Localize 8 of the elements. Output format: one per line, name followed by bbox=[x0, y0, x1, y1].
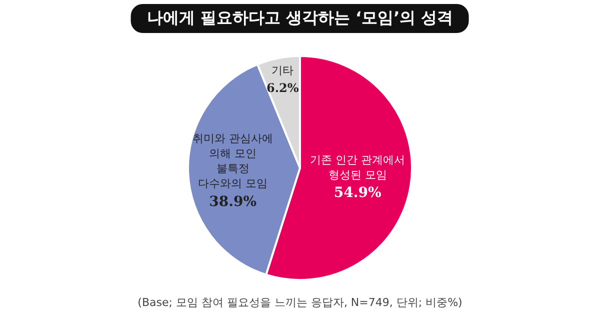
data-label: 38.9% bbox=[209, 194, 257, 210]
text: (Base; 모임 참여 필요성을 느끼는 응답자, N=749, 단위; 비중%) bbox=[136, 295, 464, 310]
data-label: 6.2% bbox=[266, 81, 300, 96]
data-label: 54.9% bbox=[334, 185, 382, 202]
slice-label: 기존 인간 관계에서 형성된 모임 bbox=[310, 153, 406, 182]
slice-label: 기타 bbox=[272, 64, 294, 77]
chart-title: 나에게 필요하다고 생각하는 ‘모임’의 성격 bbox=[130, 4, 470, 33]
slice-label: 취미와 관심사에 의해 모인 불특정 다수와의 모임 bbox=[192, 132, 274, 190]
